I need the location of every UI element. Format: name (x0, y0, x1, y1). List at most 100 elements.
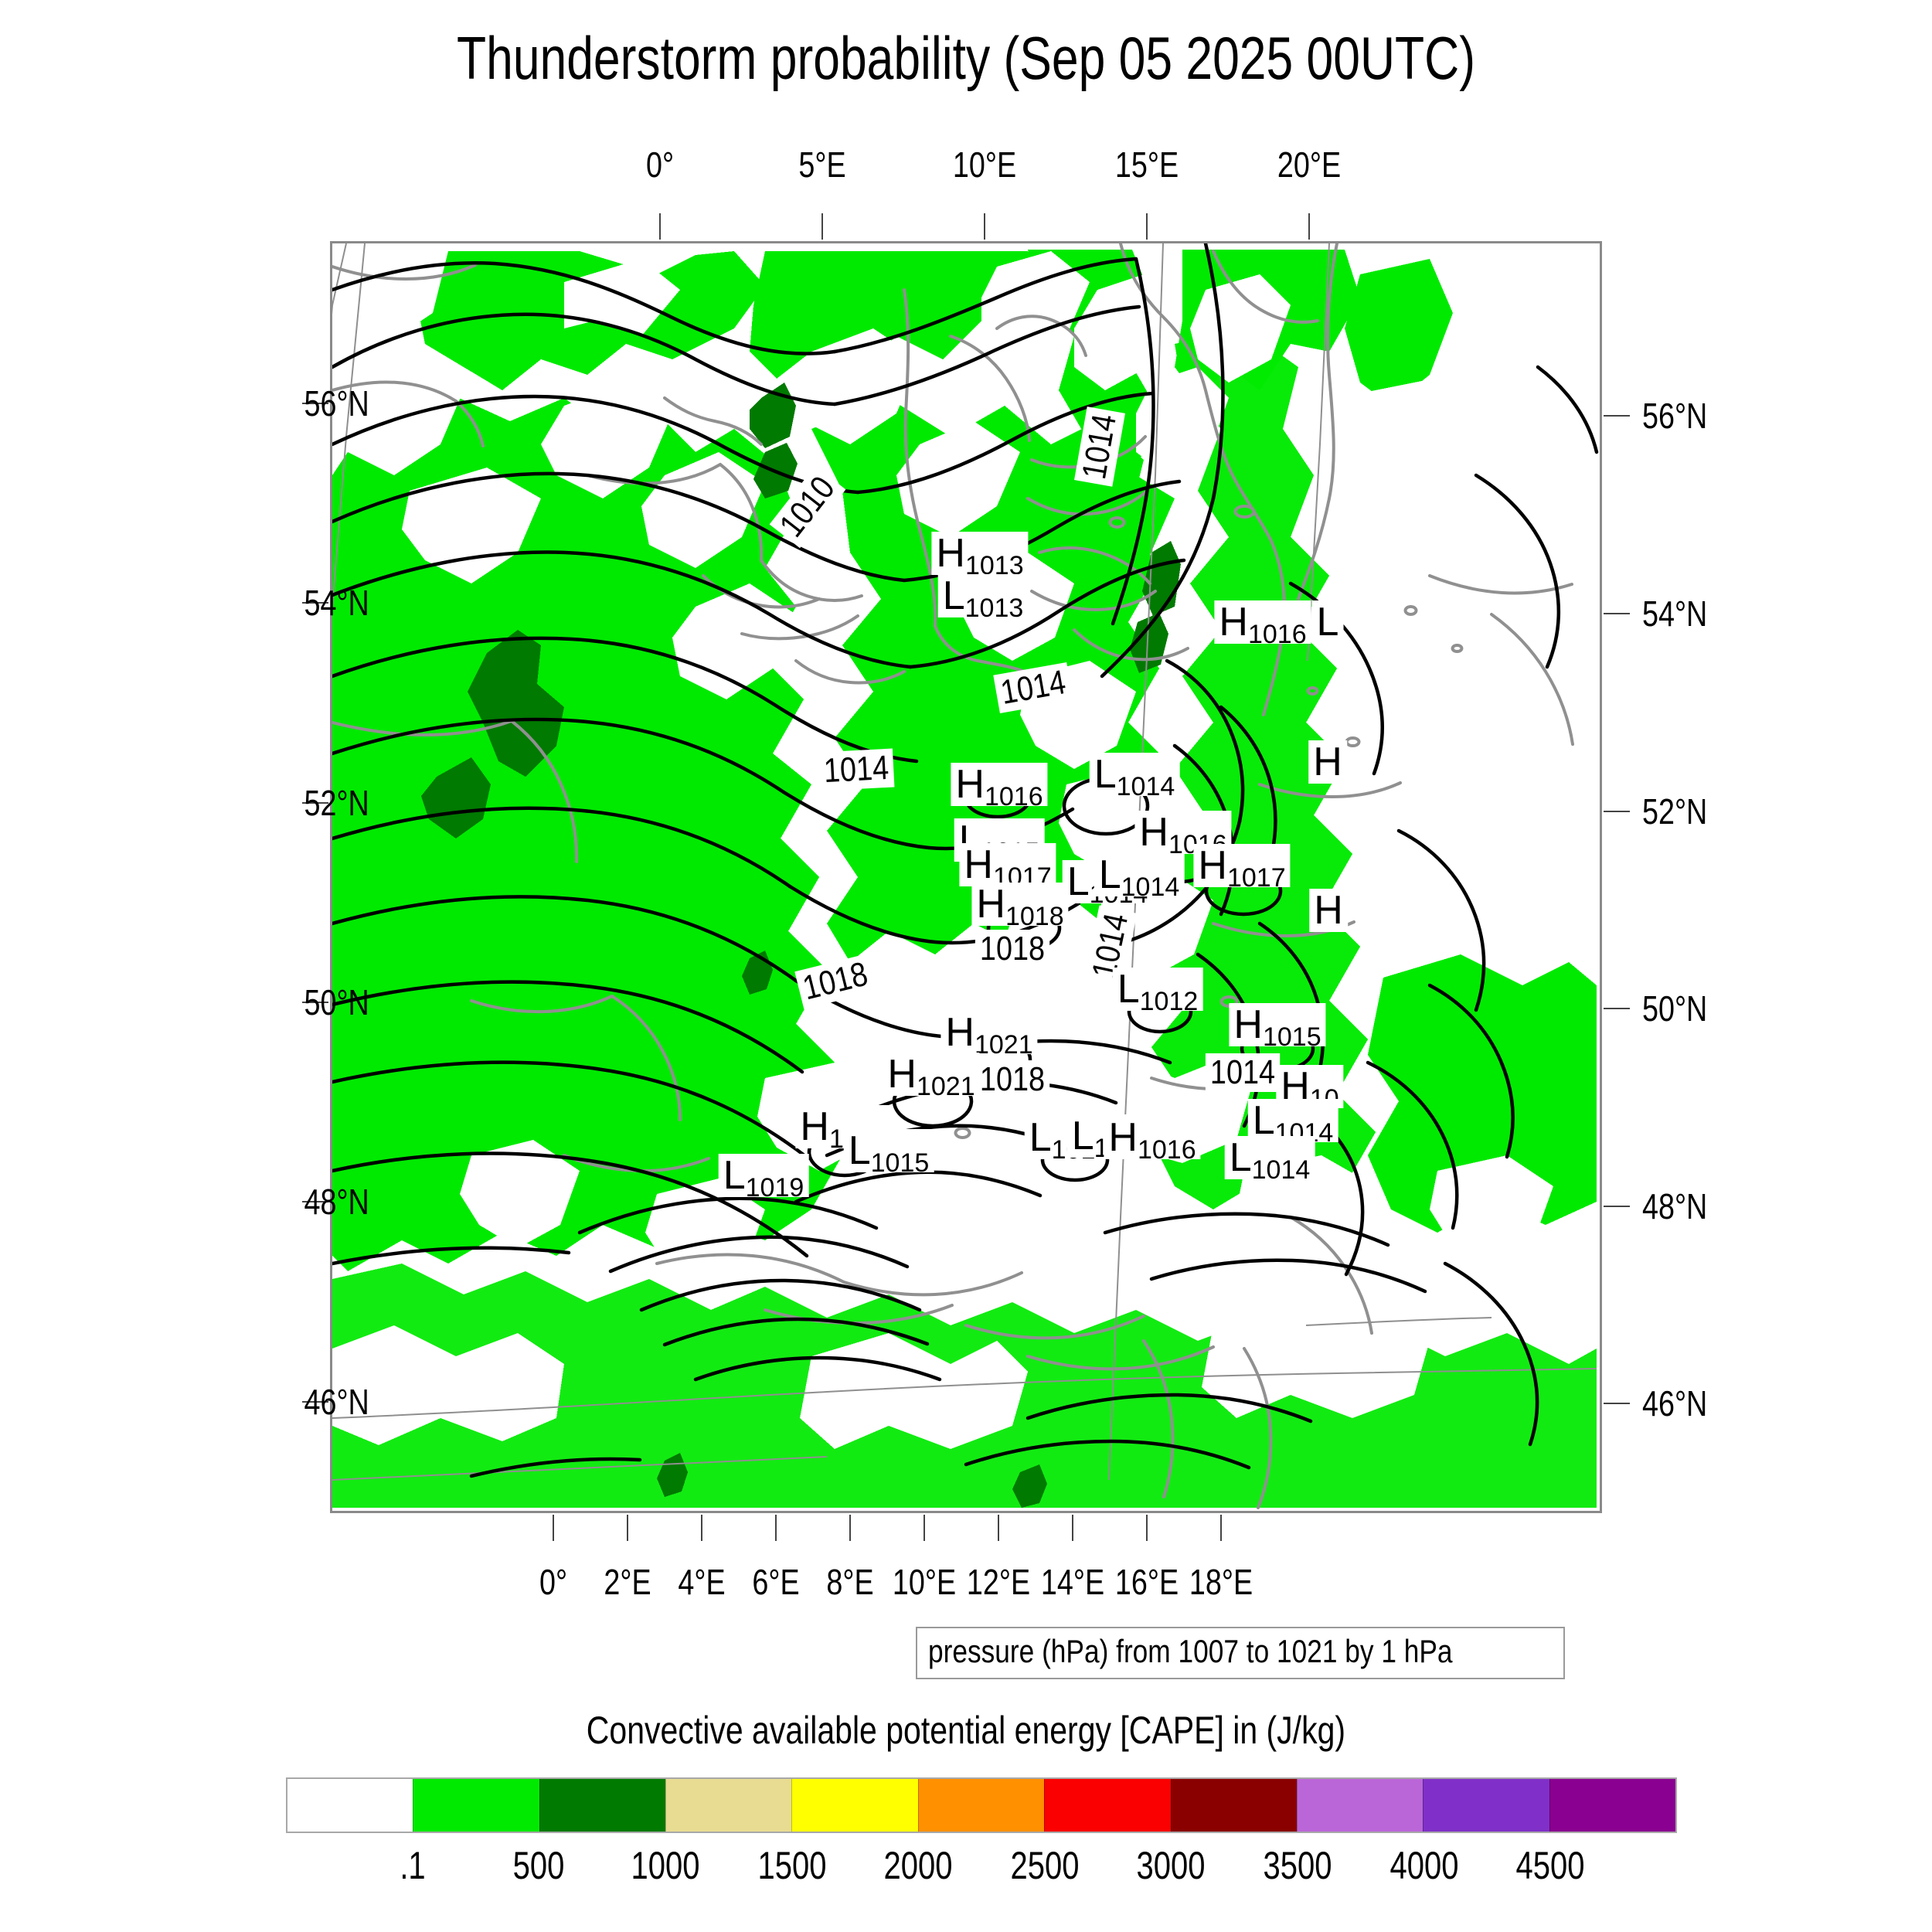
high-pressure-marker: H 1013 (931, 531, 1029, 579)
axis-label-right-1: 54°N (1642, 594, 1708, 634)
pressure-center-value: 1012 (1139, 987, 1199, 1016)
pressure-center-symbol: L (1094, 752, 1117, 797)
axis-label-left-0: 56°N (304, 383, 369, 423)
colorbar-swatch-6[interactable] (1044, 1779, 1171, 1832)
axis-label-bottom-4: 8°E (826, 1562, 874, 1602)
colorbar-tick-label: 2000 (883, 1844, 953, 1887)
axis-label-bottom-8: 16°E (1114, 1562, 1179, 1602)
low-pressure-marker: L 1013 (937, 573, 1029, 621)
tick-left-5 (302, 1401, 328, 1403)
pressure-center-symbol: L (1066, 859, 1090, 904)
axis-label-right-0: 56°N (1642, 396, 1708, 436)
tick-bottom-6 (998, 1515, 999, 1541)
colorbar-tick-label: 1500 (757, 1844, 827, 1887)
tick-top-0 (659, 213, 661, 240)
pressure-center-value: 1021 (974, 1030, 1033, 1060)
pressure-center-symbol: H (887, 1052, 917, 1097)
pressure-center-symbol: H (936, 531, 965, 576)
low-pressure-marker: L (1311, 600, 1344, 644)
tick-bottom-2 (701, 1515, 702, 1541)
tick-top-1 (821, 213, 823, 240)
colorbar-swatch-8[interactable] (1296, 1779, 1423, 1832)
cape-colorbar-ticks: .1 500 1000 1500 2000 2500 3000 3500 4000 4500 (286, 1843, 1677, 1897)
axis-label-bottom-5: 10°E (892, 1562, 957, 1602)
pressure-center-symbol: L (942, 573, 965, 618)
axis-label-top-1: 5°E (798, 145, 846, 185)
axis-label-right-5: 46°N (1642, 1383, 1708, 1423)
colorbar-swatch-9[interactable] (1423, 1779, 1549, 1832)
tick-bottom-5 (923, 1515, 925, 1541)
axis-label-bottom-9: 18°E (1189, 1562, 1253, 1602)
pressure-center-symbol: L (1117, 967, 1140, 1012)
colorbar-swatch-1[interactable] (413, 1779, 539, 1832)
tick-bottom-9 (1220, 1515, 1222, 1541)
pressure-center-value: 1015 (1262, 1022, 1321, 1052)
pressure-center-value: 1016 (1137, 1135, 1196, 1165)
pressure-center-symbol: L (1098, 852, 1121, 897)
colorbar-swatch-3[interactable] (665, 1779, 792, 1832)
pressure-center-symbol: H (1219, 600, 1248, 645)
pressure-center-symbol: H (1233, 1002, 1263, 1047)
colorbar-swatch-7[interactable] (1170, 1779, 1297, 1832)
pressure-center-value: 1021 (916, 1072, 975, 1101)
tick-bottom-4 (849, 1515, 851, 1541)
colorbar-swatch-0[interactable] (287, 1779, 413, 1832)
pressure-center-symbol: H (1198, 843, 1227, 888)
colorbar-tick-label: 1000 (631, 1844, 700, 1887)
coastlines (332, 243, 1574, 1509)
colorbar-tick-label: .1 (399, 1844, 426, 1887)
axis-label-bottom-3: 6°E (752, 1562, 800, 1602)
tick-bottom-7 (1072, 1515, 1073, 1541)
high-pressure-marker: H 1021 (883, 1052, 980, 1100)
axis-label-top-4: 20°E (1277, 145, 1342, 185)
high-pressure-marker: H 1018 (971, 882, 1069, 930)
pressure-center-symbol: H (964, 842, 993, 887)
cape-field-primary (332, 250, 1597, 1508)
isobar-label: 1018 (975, 930, 1050, 968)
colorbar-caption: Convective available potential energy [C… (0, 1708, 1932, 1753)
colorbar-caption-text: Convective available potential energy [C… (586, 1709, 1346, 1752)
pressure-center-symbol: L (1229, 1135, 1252, 1180)
cape-colorbar[interactable] (286, 1777, 1677, 1833)
tick-left-3 (302, 1002, 328, 1003)
pressure-center-value: 1019 (745, 1173, 804, 1202)
axis-label-right-2: 52°N (1642, 791, 1708, 832)
isobar-label: 1014 (818, 748, 895, 791)
colorbar-swatch-2[interactable] (539, 1779, 666, 1832)
isobar-label: 1018 (975, 1060, 1050, 1099)
colorbar-tick-label: 4500 (1515, 1844, 1585, 1887)
pressure-center-value: 1013 (964, 594, 1024, 623)
colorbar-swatch-10[interactable] (1549, 1779, 1675, 1832)
axis-label-bottom-0: 0° (539, 1562, 568, 1602)
high-pressure-marker: H 1015 (1229, 1002, 1326, 1050)
tick-right-1 (1604, 613, 1630, 614)
high-pressure-marker: H (1308, 740, 1347, 784)
colorbar-swatch-5[interactable] (917, 1779, 1045, 1832)
pressure-center-value: 1014 (1251, 1155, 1311, 1185)
tick-top-2 (984, 213, 985, 240)
pressure-center-symbol: L (723, 1153, 746, 1198)
high-pressure-marker: H (1309, 889, 1348, 932)
pressure-center-symbol: H (976, 882, 1005, 927)
high-pressure-marker: H 1017 (959, 842, 1056, 890)
tick-left-1 (302, 602, 328, 604)
high-pressure-marker: H 1017 (1193, 843, 1291, 891)
pressure-center-symbol: H (800, 1104, 829, 1149)
tick-bottom-8 (1146, 1515, 1148, 1541)
axis-label-left-4: 48°N (304, 1182, 369, 1222)
pressure-center-symbol: H (1108, 1115, 1138, 1160)
pressure-center-symbol: H (945, 1010, 975, 1055)
tick-bottom-0 (553, 1515, 554, 1541)
pressure-center-symbol: L (848, 1128, 871, 1173)
colorbar-swatch-4[interactable] (791, 1779, 918, 1832)
colorbar-tick-label: 2500 (1010, 1844, 1080, 1887)
axis-label-bottom-1: 2°E (604, 1562, 651, 1602)
colorbar-tick-label: 3000 (1136, 1844, 1206, 1887)
tick-right-3 (1604, 1008, 1630, 1009)
axis-label-left-1: 54°N (304, 583, 369, 623)
pressure-center-value: 1016 (984, 782, 1043, 811)
